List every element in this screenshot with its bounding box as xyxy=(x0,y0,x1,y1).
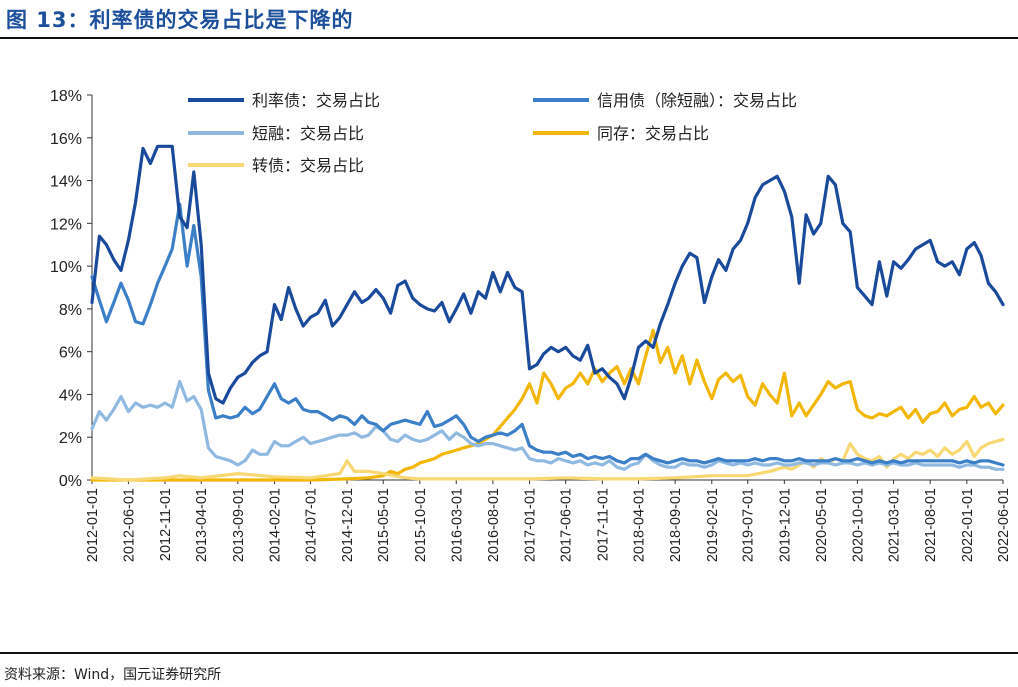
chart-axes: 0% 2% 4% 6% 8% 10% 12% 14% 16% 18% 2012-01-01 2012-… xyxy=(50,88,1012,562)
legend-label-short: 短融：交易占比 xyxy=(252,124,364,143)
source-note: 资料来源：Wind，国元证券研究所 xyxy=(4,667,222,683)
y-tick-label: 10% xyxy=(50,259,82,276)
legend-label-credit: 信用债（除短融）：交易占比 xyxy=(597,91,797,110)
x-tick-label: 2019-02-01 xyxy=(705,488,721,562)
x-tick-label: 2016-03-01 xyxy=(449,488,465,562)
legend-label-convertible: 转债：交易占比 xyxy=(252,156,364,175)
x-tick-label: 2021-03-01 xyxy=(887,488,903,562)
y-tick-label: 18% xyxy=(50,88,82,105)
x-tick-label: 2019-12-01 xyxy=(777,488,793,562)
series-line-credit xyxy=(90,202,1005,467)
series-line-ncd xyxy=(90,328,1005,482)
x-tick-label: 2020-10-01 xyxy=(850,488,866,562)
x-tick-label: 2012-01-01 xyxy=(85,488,101,562)
line-chart: 0% 2% 4% 6% 8% 10% 12% 14% 16% 18% 2012-01-01 2012-… xyxy=(50,88,1012,562)
y-tick-label: 8% xyxy=(59,302,82,319)
x-tick-label: 2017-01-01 xyxy=(523,488,539,562)
x-tick-label: 2014-07-01 xyxy=(303,488,319,562)
y-tick-label: 0% xyxy=(59,473,82,490)
y-tick-label: 6% xyxy=(59,345,82,362)
x-tick-label: 2016-08-01 xyxy=(486,488,502,562)
x-tick-label: 2015-05-01 xyxy=(376,488,392,562)
x-tick-label: 2015-10-01 xyxy=(413,488,429,562)
legend-label-rates: 利率债：交易占比 xyxy=(252,91,380,110)
figure-title: 图 13：利率债的交易占比是下降的 xyxy=(6,8,354,32)
y-tick-label: 16% xyxy=(50,131,82,148)
x-tick-label: 2017-11-01 xyxy=(595,488,611,561)
chart-series xyxy=(90,144,1005,482)
x-tick-label: 2012-11-01 xyxy=(158,488,174,561)
y-tick-label: 12% xyxy=(50,216,82,233)
legend-label-ncd: 同存：交易占比 xyxy=(597,124,709,143)
x-tick-label: 2013-09-01 xyxy=(231,488,247,562)
x-tick-label: 2017-06-01 xyxy=(559,488,575,562)
x-tick-label: 2022-06-01 xyxy=(996,488,1012,562)
x-tick-label: 2018-04-01 xyxy=(632,488,648,562)
top-rule xyxy=(0,37,1018,39)
x-tick-label: 2021-08-01 xyxy=(923,488,939,562)
x-tick-label: 2013-04-01 xyxy=(194,488,210,562)
series-line-rates xyxy=(90,144,1005,405)
x-tick-label: 2019-07-01 xyxy=(741,488,757,562)
series-line-short xyxy=(90,380,1005,471)
x-tick-label: 2014-02-01 xyxy=(267,488,283,562)
y-tick-label: 4% xyxy=(59,387,82,404)
bottom-rule xyxy=(0,652,1018,654)
x-tick-label: 2022-01-01 xyxy=(960,488,976,562)
y-tick-label: 2% xyxy=(59,430,82,447)
y-tick-label: 14% xyxy=(50,174,82,191)
x-tick-label: 2018-09-01 xyxy=(668,488,684,562)
x-tick-label: 2020-05-01 xyxy=(814,488,830,562)
x-tick-label: 2012-06-01 xyxy=(121,488,137,562)
x-tick-label: 2014-12-01 xyxy=(340,488,356,562)
